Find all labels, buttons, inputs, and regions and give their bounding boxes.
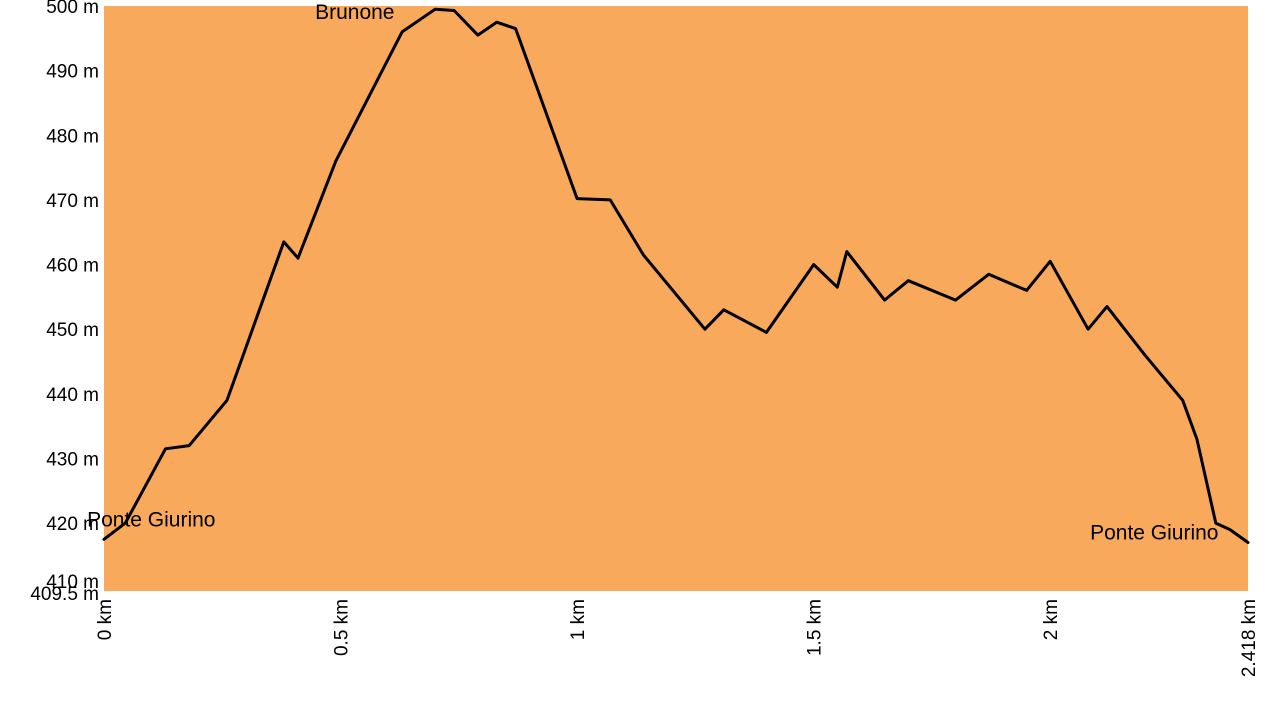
y-tick-label: 410 m [46,572,99,593]
y-tick-label: 490 m [46,62,99,83]
x-tick-label: 1 km [568,599,589,640]
x-tick-label: 0.5 km [332,599,353,656]
x-tick-label: 0 km [95,599,116,640]
y-tick-label: 409.5 m [30,584,99,605]
annotation-label: Ponte Giurino [87,508,215,531]
y-tick-label: 480 m [46,126,99,147]
x-tick-label: 1.5 km [805,599,826,656]
y-tick-label: 470 m [46,191,99,212]
plot-area [104,6,1248,591]
y-tick-label: 420 m [46,514,99,535]
y-tick-label: 440 m [46,385,99,406]
y-tick-label: 450 m [46,320,99,341]
y-axis-tick-labels: 500 m 490 m 480 m 470 m 460 m 450 m 440 m 430 m… [30,0,99,605]
chart-annotations: Brunone Ponte Giurino Ponte Giurino [87,1,1218,544]
elevation-profile-line [102,7,1250,544]
x-tick-label: 2.418 km [1239,599,1260,677]
x-tick-label: 2 km [1041,599,1062,640]
annotation-label: Ponte Giurino [1090,521,1218,544]
x-axis-tick-labels: 0 km 0.5 km 1 km 1.5 km 2 km 2.418 km [95,599,1260,677]
y-tick-label: 460 m [46,256,99,277]
annotation-label: Brunone [315,1,394,24]
y-tick-label: 500 m [46,0,99,18]
y-tick-label: 430 m [46,450,99,471]
